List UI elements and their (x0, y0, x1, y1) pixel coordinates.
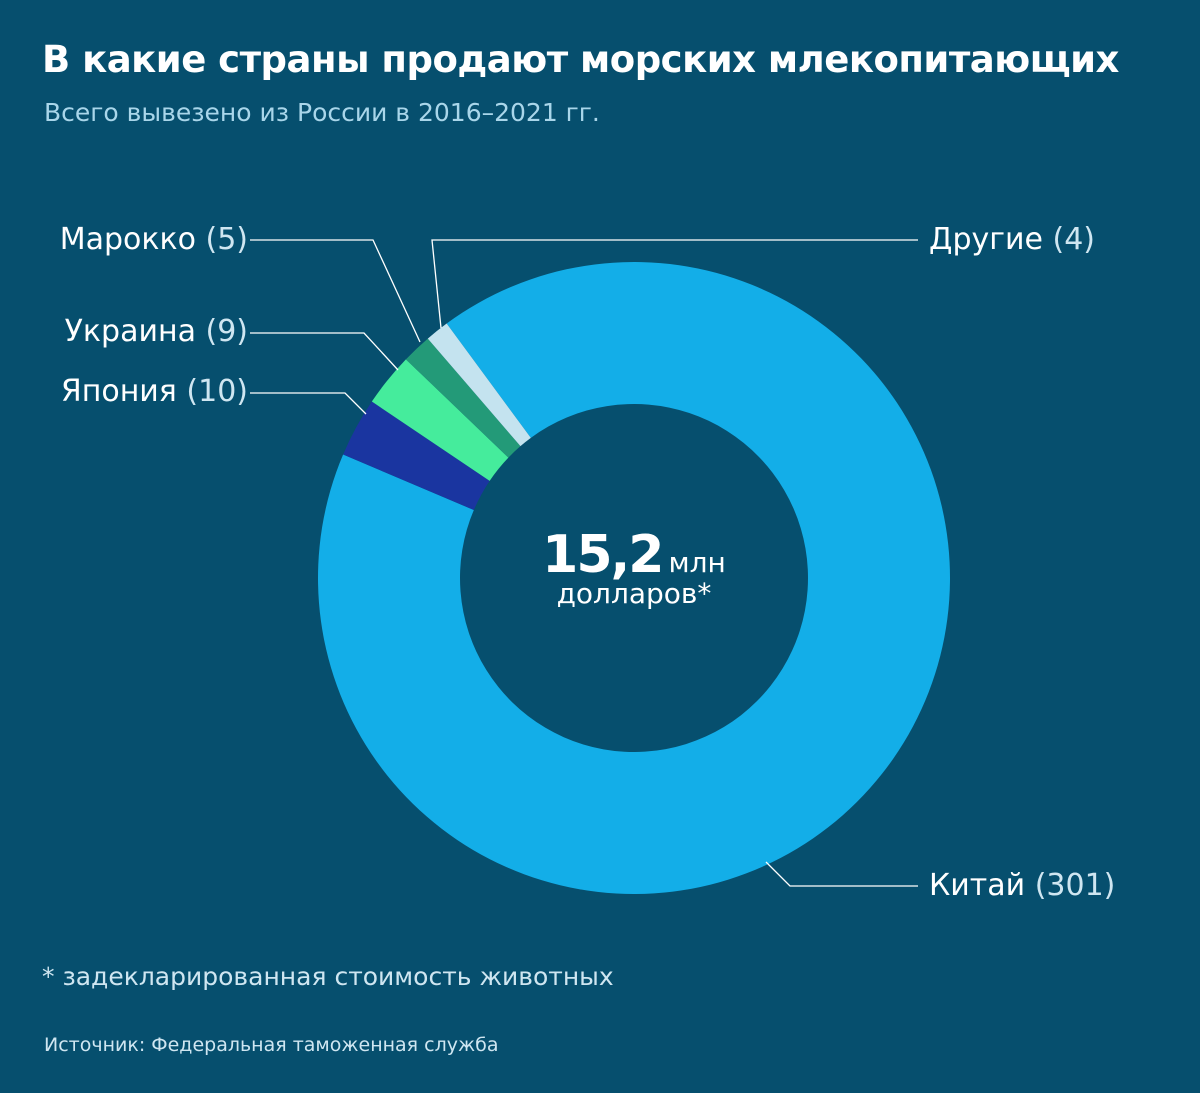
footnote: * задекларированная стоимость животных (42, 962, 614, 991)
center-total: 15,2 млн долларов* (460, 525, 808, 610)
slice-0 (318, 262, 950, 894)
leader-line-ukraine (250, 332, 399, 371)
label-china: Китай (301) (929, 868, 1116, 903)
slice-1 (343, 401, 490, 511)
leader-lines (250, 239, 918, 887)
leader-line-others (431, 239, 918, 329)
label-ukraine: Украина (9) (64, 314, 248, 349)
chart-title: В какие страны продают морских млекопита… (42, 38, 1119, 81)
source: Источник: Федеральная таможенная служба (44, 1034, 499, 1056)
slice-4 (427, 323, 531, 447)
chart-subtitle: Всего вывезено из России в 2016–2021 гг. (44, 98, 600, 127)
leader-line-morocco (250, 239, 421, 343)
total-unit-currency: долларов* (556, 577, 712, 610)
label-japan: Япония (10) (60, 374, 248, 409)
label-morocco: Марокко (5) (59, 222, 248, 257)
total-unit: млн (668, 546, 726, 579)
slice-3 (405, 338, 521, 458)
label-others: Другие (4) (929, 222, 1095, 257)
leader-line-japan (250, 392, 367, 415)
slice-2 (371, 359, 509, 481)
total-value: 15,2 (542, 525, 664, 585)
leader-line-china (765, 861, 918, 887)
